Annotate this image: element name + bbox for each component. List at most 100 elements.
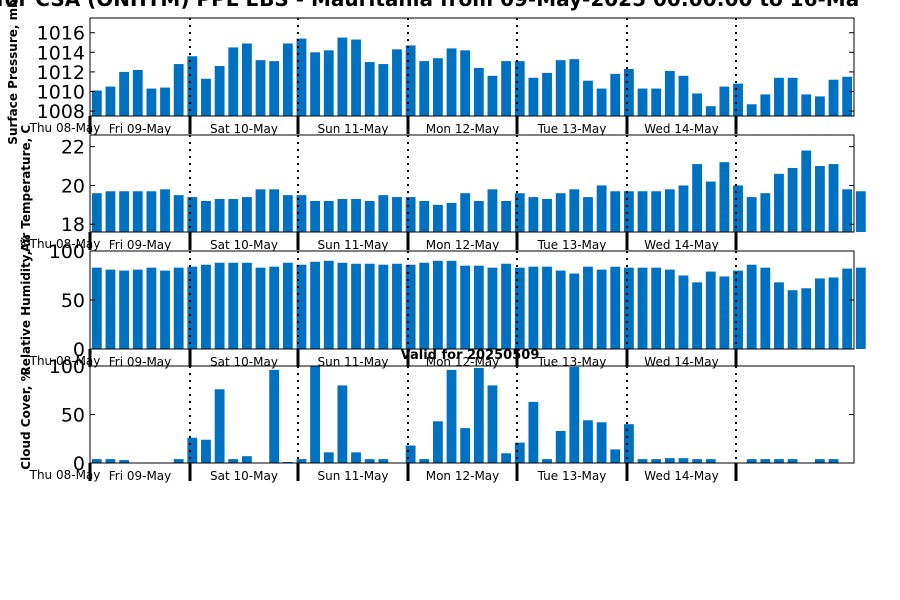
y-tick-label: 1012: [37, 62, 85, 84]
x-tick-label: Sun 11-May: [317, 355, 388, 369]
bar: [228, 199, 239, 232]
bar: [542, 72, 552, 116]
bar: [705, 181, 716, 232]
bar: [583, 420, 593, 463]
bar: [446, 202, 457, 232]
bar: [569, 366, 580, 463]
bar: [855, 267, 866, 349]
bar: [487, 385, 498, 463]
bar: [637, 88, 648, 116]
bar: [774, 282, 784, 349]
bar: [119, 71, 130, 116]
bar: [610, 191, 621, 232]
bar: [310, 366, 321, 463]
bar: [255, 60, 266, 116]
y-axis-label: Relative Humidity, %: [19, 235, 33, 376]
bar: [664, 70, 675, 116]
bar: [419, 61, 430, 116]
bar: [432, 260, 443, 349]
bar: [473, 200, 484, 232]
x-tick-label: Sat 10-May: [210, 122, 278, 136]
y-tick-label: 0: [73, 339, 85, 361]
bar: [692, 93, 703, 116]
bar: [719, 86, 730, 116]
x-tick-label: Wed 14-May: [644, 469, 718, 483]
bar: [787, 167, 798, 232]
bar: [160, 270, 170, 349]
plot-frame: [89, 134, 855, 233]
bar: [296, 264, 307, 349]
bar: [173, 64, 184, 116]
bar: [91, 90, 102, 116]
bar: [378, 459, 389, 463]
bar: [719, 162, 730, 232]
bar: [351, 39, 361, 117]
bar: [132, 191, 143, 232]
bar: [760, 267, 771, 349]
bar: [542, 199, 552, 232]
bar: [473, 367, 484, 463]
bar: [228, 459, 239, 463]
bar: [623, 267, 634, 349]
bar: [678, 458, 689, 463]
bar: [446, 48, 457, 116]
bar: [91, 267, 102, 349]
bar: [651, 191, 662, 232]
bar: [351, 199, 361, 232]
x-tick-label: Sun 11-May: [317, 238, 388, 252]
bar: [173, 267, 184, 349]
bar: [569, 59, 580, 116]
bar: [828, 277, 839, 349]
bar: [514, 267, 525, 349]
bar: [269, 266, 280, 349]
bar: [746, 197, 757, 232]
bar: [241, 197, 252, 232]
bar: [528, 401, 539, 463]
bar: [637, 191, 648, 232]
bar: [746, 104, 757, 116]
bar: [405, 197, 416, 232]
bar: [814, 278, 825, 349]
bar: [132, 69, 143, 116]
y-tick-label: 1016: [37, 23, 85, 45]
bar: [119, 270, 130, 349]
bar: [501, 61, 512, 116]
bar: [501, 200, 512, 232]
bar: [460, 428, 471, 463]
x-tick-label: Fri 09-May: [109, 238, 172, 252]
bar: [419, 459, 430, 463]
bar: [651, 88, 662, 116]
bar: [119, 191, 130, 232]
y-axis-label: Air Temperature, C: [19, 125, 33, 253]
bar: [146, 88, 157, 116]
bar: [187, 437, 198, 463]
bar: [241, 262, 252, 349]
x-tick-label: Fri 09-May: [109, 122, 172, 136]
x-tick-label: Thu 08-May: [29, 121, 101, 135]
bar: [310, 261, 321, 349]
bar: [678, 275, 689, 349]
bar: [91, 193, 102, 232]
bar: [583, 266, 593, 349]
bar: [392, 49, 402, 116]
bar: [801, 94, 812, 116]
x-tick-label: Tue 13-May: [537, 355, 607, 369]
bar: [160, 189, 170, 232]
bar: [296, 195, 307, 232]
y-tick-label: 100: [49, 356, 85, 378]
x-tick-label: Thu 08-May: [29, 354, 101, 368]
bar: [678, 185, 689, 232]
bar: [214, 389, 225, 463]
bar: [514, 442, 525, 463]
bar: [323, 50, 334, 117]
bar: [733, 83, 743, 116]
bar: [733, 185, 743, 232]
bar: [487, 267, 498, 349]
bar: [746, 459, 757, 463]
bar: [378, 195, 389, 232]
bar: [787, 290, 798, 349]
bar: [269, 369, 280, 463]
bar: [446, 369, 457, 463]
